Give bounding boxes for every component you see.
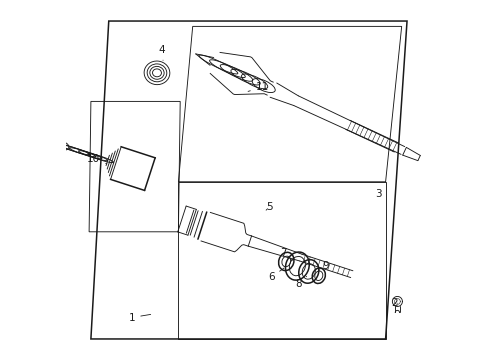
Text: 7: 7 bbox=[279, 248, 292, 260]
Text: 11: 11 bbox=[247, 82, 268, 92]
Text: 8: 8 bbox=[294, 276, 306, 289]
Text: 6: 6 bbox=[267, 268, 284, 282]
Text: 5: 5 bbox=[265, 202, 272, 212]
Text: 9: 9 bbox=[319, 261, 328, 271]
Text: 2: 2 bbox=[390, 298, 397, 308]
Text: 10: 10 bbox=[87, 154, 107, 164]
Text: 3: 3 bbox=[374, 189, 381, 199]
Text: 1: 1 bbox=[128, 312, 150, 323]
Text: 4: 4 bbox=[158, 45, 164, 60]
